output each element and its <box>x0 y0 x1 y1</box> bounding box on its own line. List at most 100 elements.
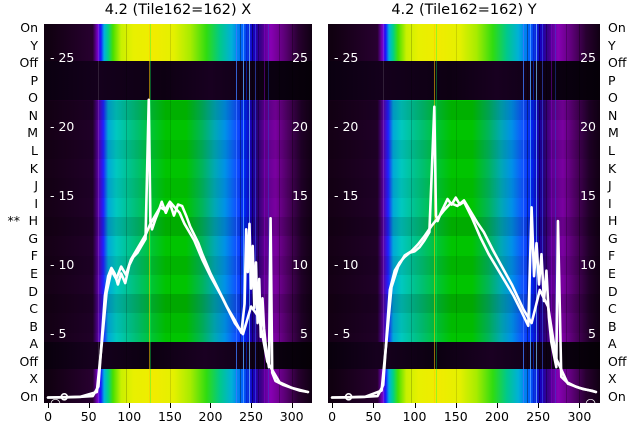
x-tick-mark <box>251 403 253 408</box>
x-tick-label: 50 <box>365 409 382 424</box>
category-label-y: Y <box>30 37 38 53</box>
category-label-f: F <box>30 248 38 264</box>
category-label-g: G <box>608 230 618 246</box>
x-tick-mark <box>332 403 334 408</box>
heatmap-streak <box>236 24 238 403</box>
heatmap-streak <box>258 24 260 403</box>
y-tick-label: - 25 <box>50 50 75 66</box>
x-tick-mark <box>414 403 416 408</box>
x-tick-label: 250 <box>526 409 551 424</box>
category-label-h: H <box>608 213 618 229</box>
heatmap-streak <box>264 24 266 403</box>
x-tick-mark <box>291 403 293 408</box>
x-tick-mark <box>579 403 581 408</box>
heatmap-streak <box>566 24 568 403</box>
x-tick-label: 300 <box>279 409 304 424</box>
heatmap-main-body <box>328 99 600 343</box>
heatmap-main-body <box>44 99 312 343</box>
x-tick-label: 100 <box>117 409 142 424</box>
y-tick-label: - 5 <box>334 326 351 342</box>
x-tick-label: 50 <box>80 409 97 424</box>
y-tick-label: 25 <box>292 50 308 66</box>
heatmap-streak <box>291 24 293 403</box>
category-label-e: E <box>608 266 616 281</box>
category-label-p: P <box>608 72 616 88</box>
heatmap-streak <box>278 24 280 403</box>
heatmap-streak <box>248 24 250 403</box>
heatmap-streak <box>251 24 253 403</box>
category-label-i: I <box>34 195 38 211</box>
category-label-p: P <box>30 72 38 88</box>
heatmap-streak <box>126 24 128 403</box>
category-label-c: C <box>608 301 617 317</box>
panel-title-right: 4.2 (Tile162=162) Y <box>391 2 537 18</box>
origin-marker <box>60 392 69 401</box>
category-label-a: A <box>29 336 38 352</box>
category-marker-asterisk: ** <box>7 213 21 229</box>
category-label-e: E <box>30 266 38 281</box>
x-tick-label: 300 <box>567 409 592 424</box>
heatmap-streak <box>98 24 100 403</box>
x-tick-label: 200 <box>485 409 509 424</box>
category-label-on: On <box>608 20 626 35</box>
x-tick-label: 0 <box>328 409 337 424</box>
category-label-k: K <box>608 160 617 176</box>
heatmap-streak <box>411 24 413 403</box>
y-tick-label: 15 <box>292 188 308 204</box>
y-tick-label: - 5 <box>50 326 67 342</box>
x-tick-label: 100 <box>402 409 427 424</box>
category-label-o: O <box>608 90 618 106</box>
category-label-on: On <box>20 20 38 35</box>
heatmap-panel-x[interactable]: - 25 - 20 - 15 - 10 - 5 ○ 25 20 15 10 5 <box>44 24 312 403</box>
heatmap-streak <box>523 24 525 403</box>
category-label-a: A <box>608 336 617 352</box>
heatmap-row-shade <box>44 101 312 121</box>
heatmap-streak <box>535 24 537 403</box>
y-tick-label: - 15 <box>334 188 359 204</box>
y-tick-label: - 20 <box>334 119 359 135</box>
category-label-n: N <box>608 107 618 123</box>
x-axis-right: 0 50 100 150 200 250 300 <box>328 403 600 433</box>
panel-title-left: 4.2 (Tile162=162) X <box>104 2 252 18</box>
y-tick-label: - 15 <box>50 188 75 204</box>
heatmap-streak <box>268 24 270 403</box>
x-tick-mark <box>88 403 90 408</box>
heatmap-streak <box>455 24 457 403</box>
y-tick-label: - 10 <box>50 257 75 273</box>
category-label-i: I <box>608 195 612 211</box>
y-tick-label: ○ <box>50 395 61 403</box>
x-tick-mark <box>210 403 212 408</box>
y-tick-label: 5 <box>588 326 596 342</box>
y-tick-label: 5 <box>300 326 308 342</box>
heatmap-streak <box>555 24 557 403</box>
heatmap-streak <box>579 24 581 403</box>
category-label-x: X <box>29 371 38 387</box>
x-axis-left: 0 50 100 150 200 250 300 <box>44 403 312 433</box>
heatmap-image-y <box>328 24 600 403</box>
heatmap-row-shade <box>328 101 600 121</box>
x-tick-label: 250 <box>239 409 264 424</box>
x-tick-label: 150 <box>443 409 468 424</box>
category-label-k: K <box>29 160 38 176</box>
x-tick-mark <box>169 403 171 408</box>
y-tick-label: 25 <box>580 50 596 66</box>
category-label-on: On <box>608 389 626 404</box>
category-label-b: B <box>608 318 617 334</box>
heatmap-streak <box>551 24 553 403</box>
heatmap-dark-band-upper <box>44 61 312 100</box>
category-label-l: L <box>608 143 615 158</box>
heatmap-band-top <box>44 24 312 62</box>
profile-line <box>46 200 310 399</box>
x-tick-label: 200 <box>198 409 223 424</box>
category-label-m: M <box>608 125 619 141</box>
y-tick-label: - 20 <box>50 119 75 135</box>
category-label-j: J <box>34 178 38 194</box>
category-label-l: L <box>31 143 38 158</box>
category-label-on: On <box>20 389 38 404</box>
y-tick-label: - 10 <box>334 257 359 273</box>
x-tick-mark <box>538 403 540 408</box>
category-label-d: D <box>28 283 38 299</box>
heatmap-panel-y[interactable]: 25 20 15 10 5 ○ - 25 - 20 - 15 - 10 - 5 <box>328 24 600 403</box>
category-label-off: Off <box>608 353 627 369</box>
x-tick-label: 150 <box>157 409 182 424</box>
